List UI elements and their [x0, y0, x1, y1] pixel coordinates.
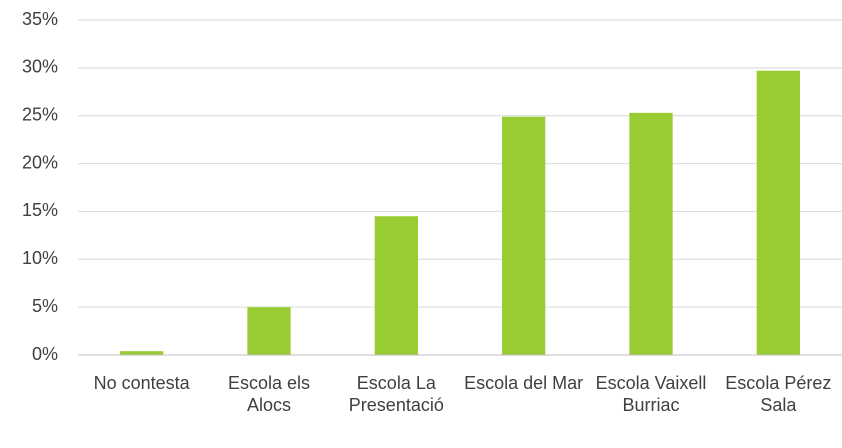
bar: [502, 116, 546, 356]
y-tick-label: 15%: [22, 200, 58, 220]
x-tick-label: Escola La Presentació: [348, 373, 444, 415]
y-tick-label: 5%: [32, 296, 58, 316]
x-tick-label: Escola els Alocs: [227, 373, 311, 415]
x-tick-label: Escola Pérez Sala: [725, 373, 832, 415]
x-tick-label: Escola del Mar: [464, 373, 584, 393]
y-tick-label: 25%: [22, 104, 58, 124]
bar: [756, 70, 800, 355]
x-tick-label: No contesta: [93, 373, 190, 393]
y-tick-label: 10%: [22, 248, 58, 268]
bar: [629, 112, 673, 355]
y-tick-label: 30%: [22, 57, 58, 77]
x-tick-label: Escola Vaixell Burriac: [595, 373, 707, 415]
y-tick-label: 0%: [32, 344, 58, 364]
bar: [247, 307, 291, 355]
y-tick-label: 20%: [22, 152, 58, 172]
bar: [374, 216, 418, 355]
y-tick-label: 35%: [22, 9, 58, 29]
bar: [120, 351, 164, 355]
